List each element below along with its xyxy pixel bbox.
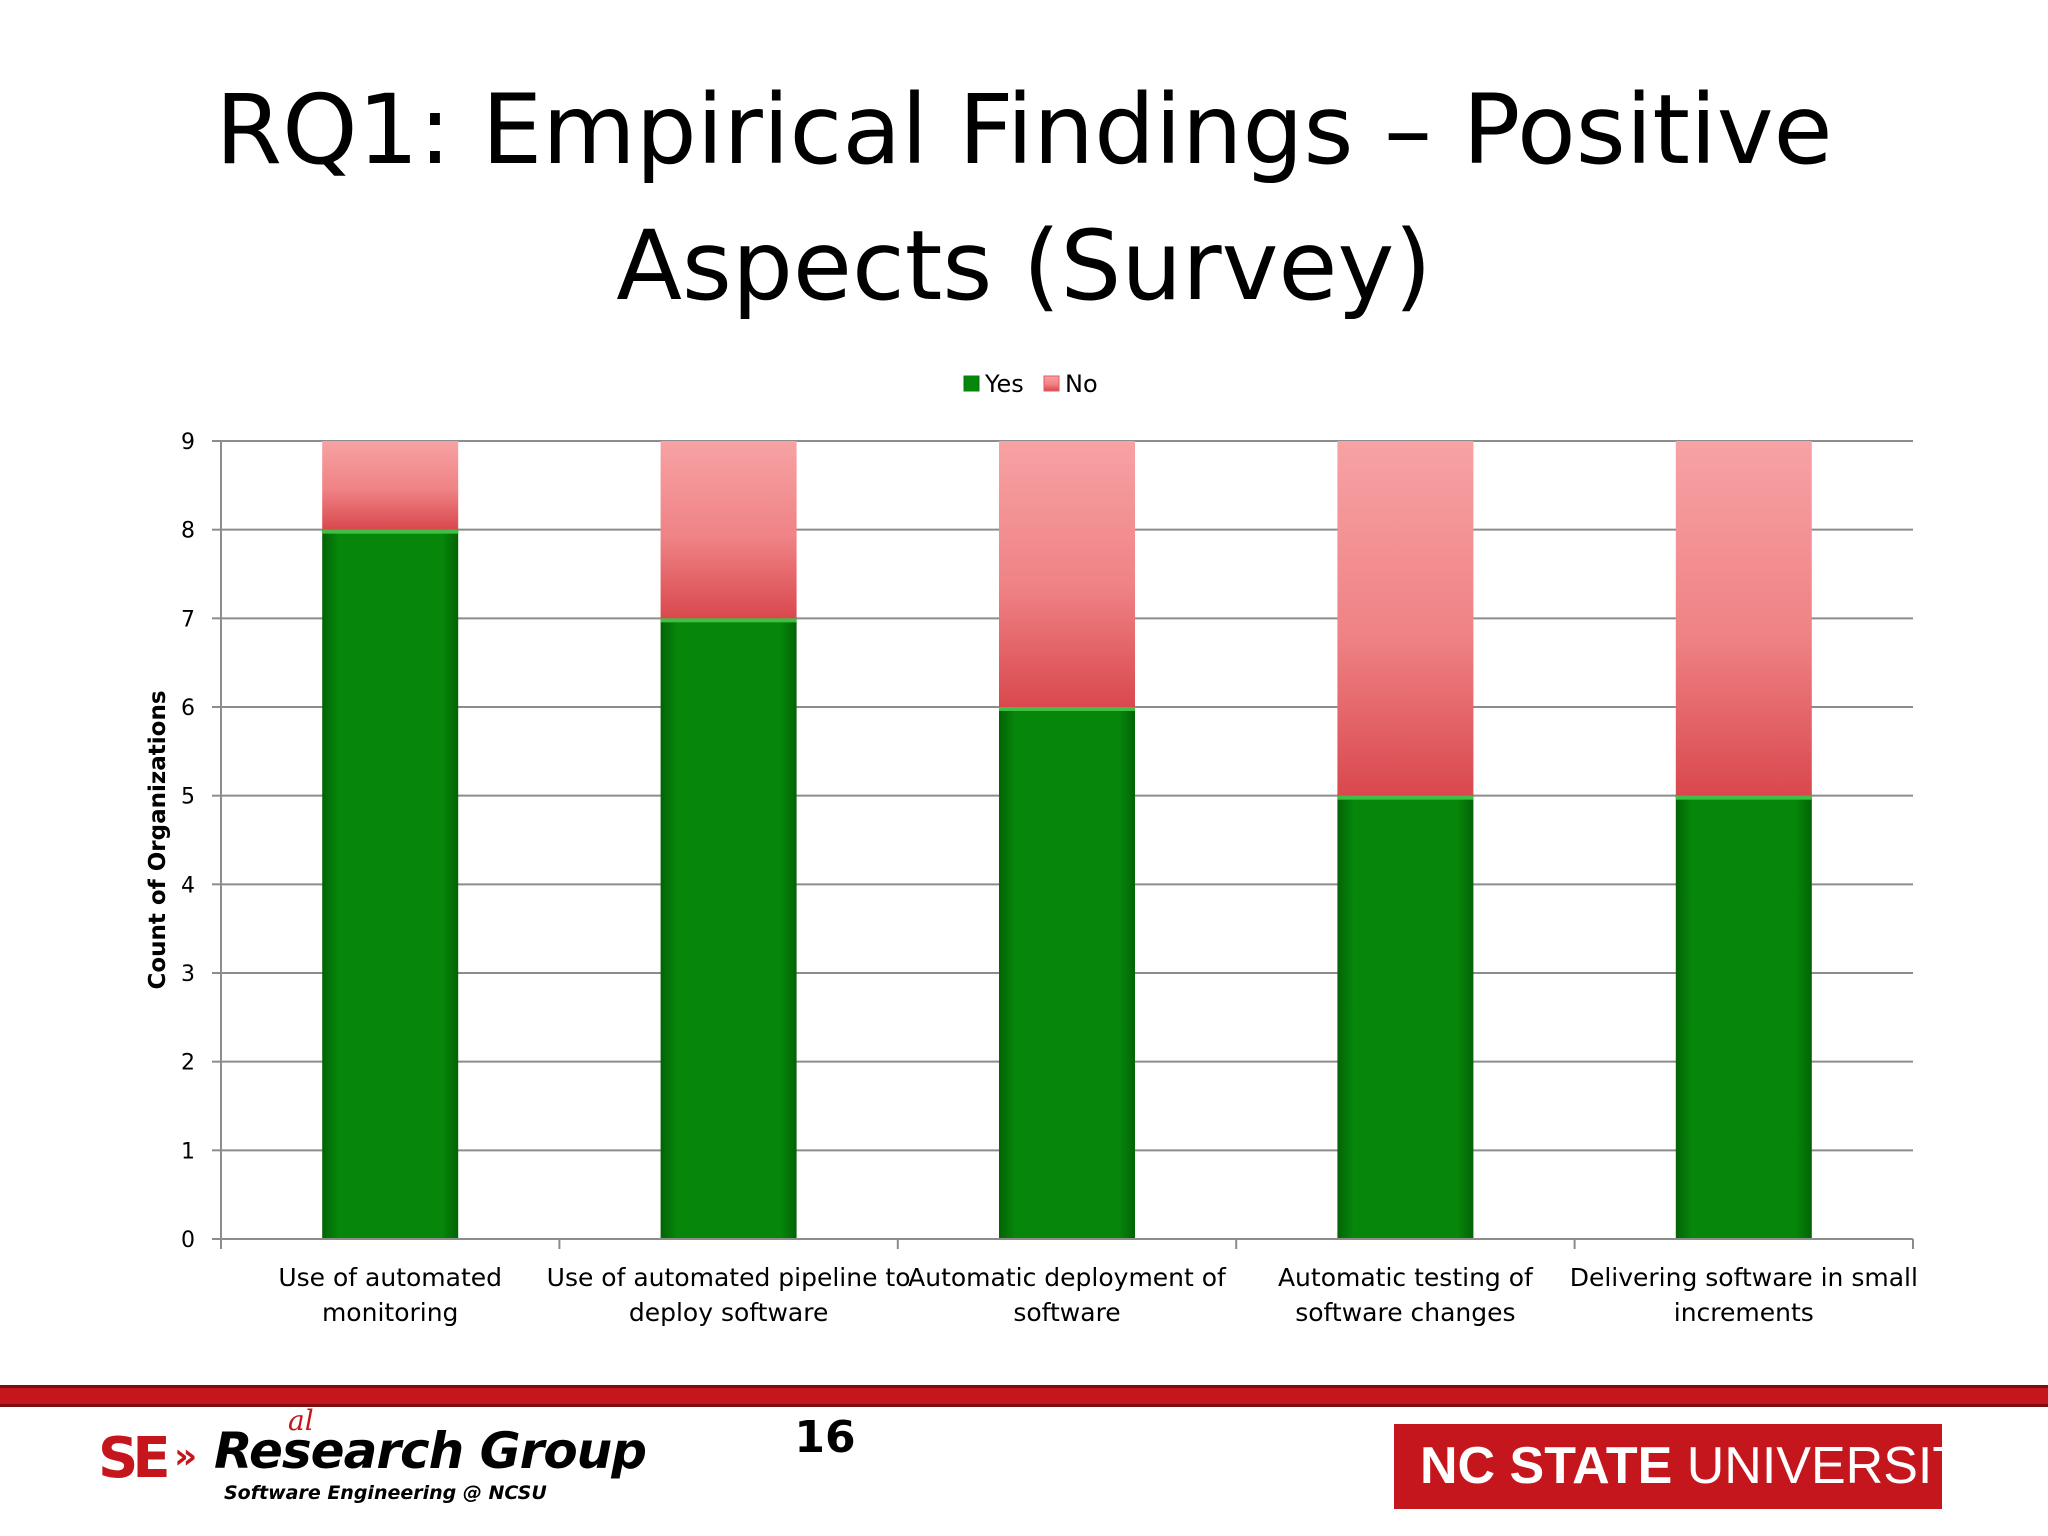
x-category-label: software changes bbox=[1295, 1298, 1515, 1327]
legend-label-no: No bbox=[1065, 370, 1098, 398]
x-category-label: deploy software bbox=[629, 1298, 828, 1327]
ncsu-logo-bold: NC STATE bbox=[1420, 1437, 1673, 1495]
research-group-logo: SE » Research Group al Software Engineer… bbox=[98, 1404, 647, 1508]
legend-swatch-yes bbox=[963, 375, 980, 392]
y-tick-label: 0 bbox=[181, 1228, 195, 1253]
x-category-label: monitoring bbox=[322, 1298, 458, 1327]
bar-yes bbox=[999, 707, 1135, 1239]
bar-no bbox=[322, 441, 459, 530]
chart-legend: Yes No bbox=[963, 370, 1098, 398]
bar-yes-highlight bbox=[999, 706, 1135, 711]
y-tick-label: 3 bbox=[181, 962, 195, 987]
x-category-label: increments bbox=[1674, 1298, 1814, 1327]
x-category-label: Automatic deployment of bbox=[908, 1263, 1227, 1292]
y-tick-label: 8 bbox=[181, 519, 195, 544]
chart-labels: 0 1 2 3 4 5 6 7 8 9 Use of automated monitoring Use … bbox=[145, 430, 1918, 1327]
bar-no bbox=[660, 441, 797, 619]
bar-no bbox=[1337, 441, 1474, 796]
y-tick-label: 4 bbox=[181, 873, 195, 898]
x-category-label: software bbox=[1013, 1298, 1120, 1327]
logo-name: Research Group bbox=[214, 1422, 647, 1480]
bar-yes bbox=[1337, 795, 1474, 1239]
logo-subtitle: Software Engineering @ NCSU bbox=[224, 1482, 547, 1504]
slide-title-line-2: Aspects (Survey) bbox=[616, 210, 1432, 322]
bar-yes bbox=[660, 618, 797, 1239]
logo-superscript: al bbox=[288, 1404, 314, 1437]
ncsu-logo-rest: UNIVERSITY bbox=[1672, 1437, 1999, 1495]
y-tick-label: 7 bbox=[181, 607, 195, 632]
se-logo-mark: SE bbox=[98, 1426, 171, 1491]
y-tick-label: 5 bbox=[181, 785, 195, 810]
bar-yes bbox=[322, 529, 459, 1239]
y-tick-label: 2 bbox=[181, 1051, 195, 1076]
x-category-label: Delivering software in small bbox=[1570, 1263, 1918, 1292]
y-tick-label: 6 bbox=[181, 696, 195, 721]
chart-bars bbox=[322, 441, 1812, 1239]
chart-axes bbox=[212, 440, 1914, 1249]
ncsu-logo: NC STATE UNIVERSITY bbox=[1394, 1424, 1999, 1509]
chevron-right-icon: » bbox=[174, 1436, 198, 1477]
bar-no bbox=[999, 441, 1135, 707]
x-category-label: Use of automated bbox=[278, 1263, 502, 1292]
y-tick-label: 9 bbox=[181, 430, 195, 455]
stacked-bar-chart: 0 1 2 3 4 5 6 7 8 9 Use of automated monitoring Use … bbox=[145, 370, 1918, 1327]
bar-no bbox=[1675, 441, 1812, 796]
x-category-label: Automatic testing of bbox=[1278, 1263, 1534, 1292]
page-number: 16 bbox=[794, 1412, 856, 1463]
bar-yes bbox=[1675, 795, 1812, 1239]
legend-swatch-no bbox=[1043, 375, 1060, 392]
bar-yes-highlight bbox=[322, 528, 459, 534]
x-category-label: Use of automated pipeline to bbox=[547, 1263, 911, 1292]
slide-title-line-1: RQ1: Empirical Findings – Positive bbox=[215, 74, 1833, 186]
slide-title: RQ1: Empirical Findings – Positive Aspec… bbox=[0, 62, 2048, 334]
legend-label-yes: Yes bbox=[984, 370, 1024, 398]
footer-divider-bar bbox=[0, 1385, 2048, 1407]
y-axis-label: Count of Organizations bbox=[145, 690, 171, 989]
bar-yes-highlight bbox=[660, 617, 797, 623]
bar-yes-highlight bbox=[1337, 794, 1474, 800]
y-tick-label: 1 bbox=[181, 1139, 195, 1164]
bar-yes-highlight bbox=[1675, 794, 1812, 800]
